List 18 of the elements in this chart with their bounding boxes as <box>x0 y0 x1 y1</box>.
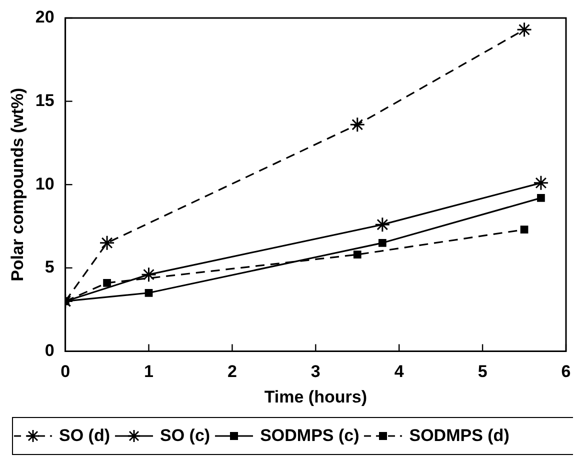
legend-label: SODMPS (c) <box>260 426 360 446</box>
x-tick-label: 4 <box>394 362 404 382</box>
legend-label: SO (c) <box>160 426 210 446</box>
y-axis-title: Polar compounds (wt%) <box>8 88 27 282</box>
legend-label: SODMPS (d) <box>409 426 510 446</box>
y-tick-label: 5 <box>44 258 54 277</box>
y-tick-label: 20 <box>35 8 54 27</box>
x-axis-title: Time (hours) <box>264 387 367 406</box>
y-tick-label: 10 <box>35 174 54 194</box>
x-tick-label: 5 <box>478 362 488 382</box>
y-tick-label: 15 <box>35 90 54 110</box>
x-tick-label: 6 <box>561 362 571 382</box>
x-tick-label: 0 <box>60 362 70 382</box>
x-tick-label: 3 <box>310 362 320 382</box>
y-tick-label: 0 <box>44 340 54 360</box>
x-tick-label: 2 <box>227 362 237 382</box>
x-tick-label: 1 <box>144 362 154 382</box>
legend-label: SO (d) <box>59 426 110 446</box>
